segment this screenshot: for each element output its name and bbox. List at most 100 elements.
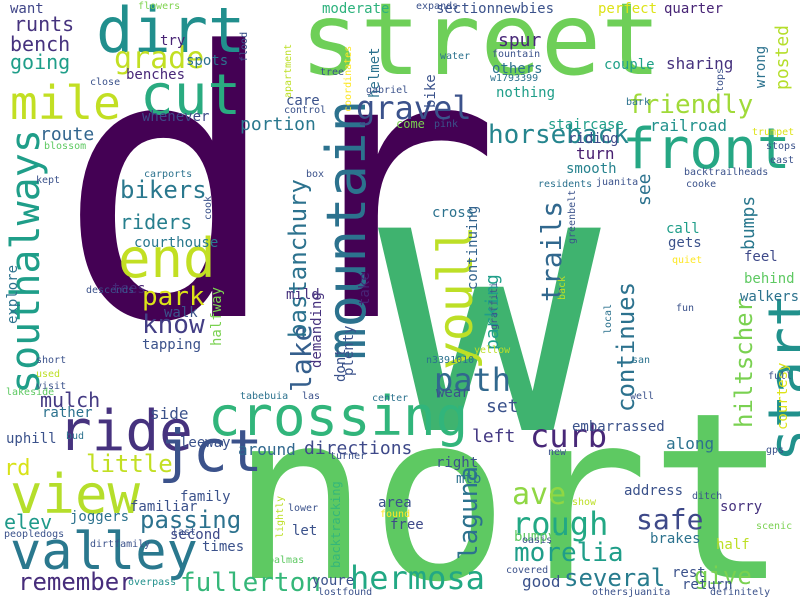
word-benches: benches	[126, 67, 186, 83]
word-turner: turner	[330, 451, 367, 462]
word-scenic: scenic	[756, 521, 793, 532]
word-little: little	[86, 450, 173, 478]
word-w: w	[378, 88, 601, 518]
word-park: park	[142, 282, 205, 312]
word-grade: grade	[114, 41, 205, 76]
word-lightly: lightly	[275, 495, 286, 538]
word-bikers: bikers	[120, 176, 207, 204]
word-walkers: walkers	[740, 289, 800, 305]
word-local: local	[603, 303, 614, 334]
word-cross: cross	[432, 205, 475, 221]
word-greenbelt: greenbelt	[567, 189, 578, 244]
word-ride: ride	[58, 399, 193, 464]
word-bark: bark	[626, 97, 651, 108]
word-elev: elev	[4, 510, 53, 534]
word-rather: rather	[42, 405, 93, 421]
word-box: box	[306, 169, 325, 180]
word-around: around	[238, 440, 296, 459]
word-blossom: blossom	[44, 141, 87, 152]
word-whenever: whenever	[142, 109, 210, 125]
word-railroad: railroad	[650, 116, 728, 135]
word-bike: bike	[423, 74, 439, 108]
word-fullerton: fullerton	[180, 568, 321, 598]
word-explore: explore	[5, 264, 21, 324]
word-end: end	[118, 227, 216, 290]
word-family: family	[180, 489, 231, 505]
word-care: care	[286, 93, 320, 109]
word-passing: passing	[140, 506, 242, 534]
word-residents: residents	[538, 179, 593, 190]
word-gravel: gravel	[356, 89, 472, 127]
word-street: street	[300, 0, 662, 98]
word-runts: runts	[14, 12, 75, 36]
word-overpass: overpass	[128, 577, 177, 588]
word-dirtfamily: dirtfamily	[90, 539, 151, 550]
word-jct: jct	[158, 417, 263, 485]
word-coordinates: coordinates	[343, 45, 354, 112]
word-uphill: uphill	[6, 431, 57, 447]
word-apartment: apartment	[283, 43, 294, 98]
word-curb: curb	[530, 417, 608, 455]
word-free: free	[390, 517, 424, 533]
word-youre: youre	[312, 573, 355, 589]
word-valley: valley	[10, 522, 198, 582]
word-route: route	[40, 124, 95, 145]
word-continuing: continuing	[465, 205, 481, 290]
word-tapping: tapping	[142, 337, 202, 353]
word-posted: posted	[772, 24, 793, 90]
word-tree: tree	[320, 67, 345, 78]
word-familiar: familiar	[130, 499, 198, 515]
word-feel: feel	[744, 249, 778, 265]
word-address: address	[624, 483, 684, 499]
word-mountain: mountain	[315, 99, 378, 360]
word-bumps: bumps	[738, 195, 759, 250]
word-definitely: definitely	[710, 587, 771, 598]
word-smooth: smooth	[566, 161, 617, 177]
word-view: view	[10, 463, 141, 526]
word-perfect: perfect	[598, 1, 658, 17]
word-staircase: staircase	[548, 117, 624, 133]
word-brakes: brakes	[650, 531, 701, 547]
word-riders: riders	[120, 210, 193, 234]
word-moderate: moderate	[322, 1, 390, 17]
word-safe: safe	[636, 503, 704, 536]
word-side: side	[150, 404, 189, 423]
word-lostfound: lostfound	[318, 587, 373, 598]
word-directions: directions	[304, 438, 413, 459]
word-want: want	[10, 1, 44, 17]
word-bumpy: bumpy	[514, 529, 557, 545]
word-others: others	[492, 61, 543, 77]
word-gps: gps	[766, 445, 785, 456]
word-give: give	[694, 562, 752, 590]
word-horseback: horseback	[488, 120, 629, 150]
word-path: path	[434, 361, 512, 399]
word-wrong: wrong	[753, 45, 769, 88]
word-mtb: mtb	[456, 471, 482, 487]
word-othersjuanita: othersjuanita	[592, 587, 671, 598]
word-n3391010: n3391010	[426, 355, 475, 366]
word-w1793399: w1793399	[490, 73, 539, 84]
word-last: last	[172, 527, 197, 538]
word-embarrassed: embarrassed	[572, 419, 665, 435]
word-covered: covered	[506, 565, 549, 576]
word-ditch: ditch	[692, 491, 723, 502]
word-wear: wear	[436, 385, 470, 401]
word-demanding: demanding	[309, 292, 325, 368]
word-dr: dr	[58, 0, 502, 403]
word-rd: rd	[4, 456, 31, 481]
word-return: return	[682, 577, 733, 593]
word-backtracking: backtracking	[329, 481, 343, 568]
word-san: san	[632, 355, 651, 366]
word-morelia: morelia	[514, 538, 624, 568]
word-good: good	[522, 572, 561, 591]
word-crossing: crossing	[208, 385, 469, 448]
word-area: area	[378, 495, 412, 511]
word-couple: couple	[604, 57, 655, 73]
word-behind: behind	[744, 271, 795, 287]
word-walk: walk	[164, 305, 198, 321]
word-tees: tees	[112, 281, 146, 297]
word-cooke: cooke	[686, 179, 717, 190]
word-cut: cut	[140, 63, 242, 128]
word-trumpet: trumpet	[752, 127, 795, 138]
